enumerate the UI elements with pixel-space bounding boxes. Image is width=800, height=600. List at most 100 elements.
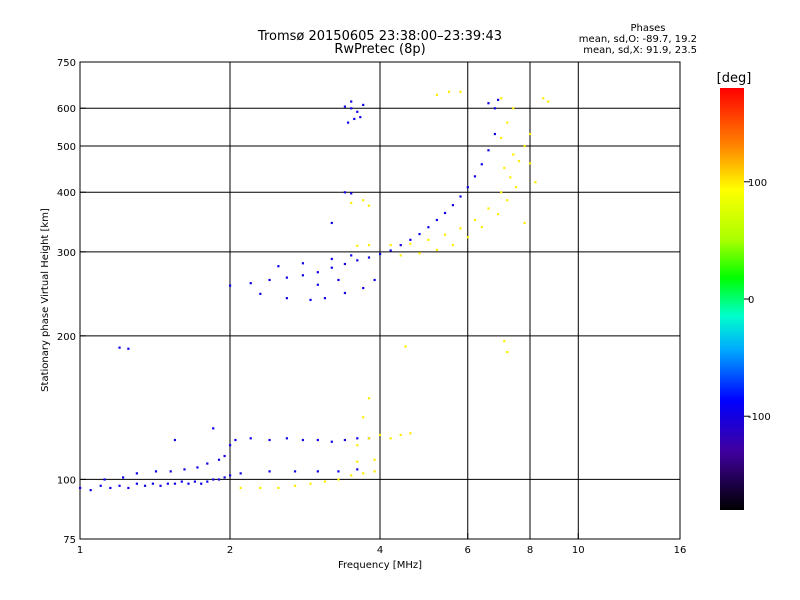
x-axis-ticks: 1 2 4 6 8 10 16 bbox=[77, 533, 687, 556]
x-mode-point bbox=[367, 397, 371, 400]
y-tick-label: 300 bbox=[57, 248, 76, 259]
o-mode-point bbox=[343, 105, 347, 108]
x-mode-point bbox=[362, 472, 365, 475]
x-mode-point bbox=[323, 480, 327, 483]
o-mode-point bbox=[353, 117, 356, 121]
y-tick-label: 500 bbox=[57, 142, 76, 153]
x-mode-point bbox=[362, 416, 365, 419]
x-mode-point bbox=[534, 181, 537, 184]
o-mode-point bbox=[169, 470, 172, 473]
o-mode-point bbox=[330, 266, 333, 269]
o-mode-point bbox=[435, 218, 438, 222]
o-mode-point bbox=[239, 472, 242, 475]
o-mode-point bbox=[346, 121, 350, 124]
o-mode-point bbox=[223, 454, 226, 458]
o-mode-point bbox=[362, 103, 365, 107]
x-mode-point bbox=[503, 340, 506, 343]
o-mode-point bbox=[473, 175, 477, 178]
o-mode-point bbox=[143, 484, 147, 487]
x-mode-point bbox=[367, 244, 371, 247]
o-mode-point bbox=[166, 482, 169, 485]
x-mode-point bbox=[259, 486, 262, 490]
o-mode-point bbox=[223, 476, 226, 479]
x-mode-point bbox=[515, 186, 518, 189]
x-tick-label: 8 bbox=[527, 545, 533, 556]
o-mode-point bbox=[330, 257, 333, 261]
x-mode-point bbox=[512, 107, 515, 110]
o-mode-point bbox=[135, 482, 138, 485]
x-tick-label: 1 bbox=[77, 545, 83, 556]
y-tick-label: 100 bbox=[57, 475, 76, 486]
o-mode-point bbox=[418, 232, 421, 236]
o-mode-point bbox=[249, 282, 252, 285]
o-mode-point bbox=[350, 100, 353, 103]
o-mode-point bbox=[343, 438, 347, 442]
o-mode-point bbox=[249, 437, 252, 440]
y-axis-label: Stationary phase Virtual Height [km] bbox=[40, 208, 51, 392]
x-mode-point bbox=[466, 236, 469, 239]
o-mode-point bbox=[493, 107, 497, 110]
o-mode-point bbox=[193, 480, 197, 483]
x-mode-point bbox=[517, 160, 521, 163]
x-mode-point bbox=[496, 213, 500, 216]
o-mode-point bbox=[109, 486, 112, 490]
chart-title: Tromsø 20150605 23:38:00–23:39:43 bbox=[257, 29, 502, 44]
x-mode-point bbox=[362, 199, 365, 202]
o-mode-point bbox=[285, 297, 288, 300]
o-mode-point bbox=[493, 132, 497, 136]
colorbar-tick-label: 100 bbox=[748, 178, 767, 189]
colorbar-label: [deg] bbox=[717, 71, 752, 86]
o-mode-point bbox=[196, 466, 199, 469]
x-mode-point bbox=[373, 458, 376, 461]
o-mode-point bbox=[301, 262, 305, 265]
o-mode-point bbox=[187, 482, 190, 485]
y-tick-label: 600 bbox=[57, 104, 76, 115]
x-mode-point bbox=[523, 221, 526, 225]
x-mode-point bbox=[487, 207, 490, 210]
x-mode-point bbox=[356, 460, 359, 463]
o-mode-point bbox=[89, 489, 92, 492]
o-mode-point bbox=[301, 438, 305, 442]
o-mode-point bbox=[373, 278, 376, 282]
o-mode-point bbox=[118, 346, 121, 349]
x-mode-point bbox=[389, 244, 392, 247]
o-mode-point bbox=[362, 286, 365, 290]
o-mode-point bbox=[459, 195, 462, 198]
o-mode-point bbox=[229, 444, 232, 447]
o-mode-point bbox=[212, 427, 215, 430]
o-mode-point bbox=[234, 438, 237, 442]
o-mode-point bbox=[301, 274, 305, 277]
x-mode-point bbox=[373, 470, 376, 473]
x-tick-label: 16 bbox=[674, 545, 687, 556]
o-mode-point bbox=[443, 211, 447, 215]
x-axis-label: Frequency [MHz] bbox=[338, 560, 422, 571]
o-mode-point bbox=[206, 462, 209, 465]
colorbar-ticks: 100 0 -100 bbox=[744, 178, 771, 423]
o-mode-point bbox=[151, 482, 155, 485]
x-mode-point bbox=[389, 437, 392, 440]
o-mode-point bbox=[259, 292, 262, 295]
o-mode-point bbox=[496, 98, 500, 101]
x-mode-point bbox=[451, 244, 455, 247]
o-mode-point bbox=[309, 298, 312, 301]
x-mode-point bbox=[239, 486, 242, 490]
x-mode-point bbox=[309, 482, 312, 485]
x-mode-point bbox=[379, 433, 382, 437]
y-tick-label: 200 bbox=[57, 332, 76, 343]
x-mode-point bbox=[500, 191, 503, 194]
o-mode-point bbox=[316, 283, 319, 286]
o-mode-point bbox=[118, 484, 121, 487]
x-mode-point bbox=[356, 244, 359, 247]
o-mode-point bbox=[337, 278, 340, 282]
o-mode-point bbox=[99, 484, 102, 487]
x-mode-point bbox=[529, 162, 532, 165]
o-mode-point bbox=[330, 221, 333, 225]
o-mode-point bbox=[212, 478, 215, 481]
o-mode-point bbox=[367, 256, 371, 259]
x-mode-point bbox=[500, 97, 503, 100]
o-mode-point bbox=[356, 437, 359, 440]
o-mode-point bbox=[268, 278, 271, 282]
x-mode-point bbox=[459, 90, 462, 93]
x-mode-point bbox=[506, 350, 509, 354]
